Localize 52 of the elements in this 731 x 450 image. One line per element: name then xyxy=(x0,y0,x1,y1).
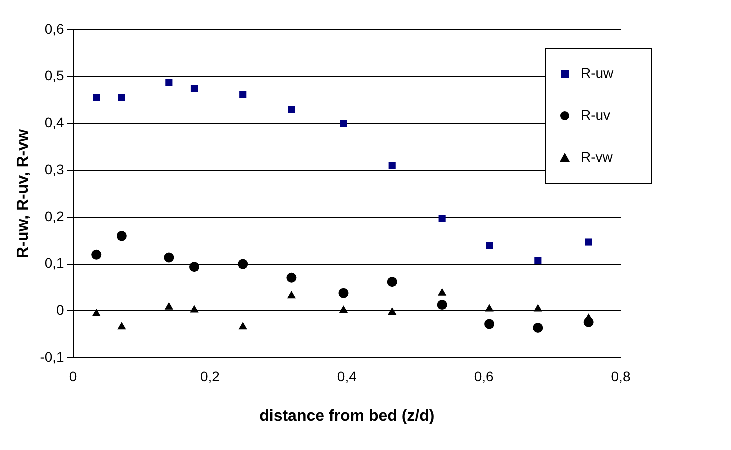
y-tick-label: 0,5 xyxy=(44,68,65,84)
point xyxy=(118,94,126,102)
y-tick-label: 0,3 xyxy=(44,161,65,178)
point xyxy=(438,288,447,296)
x-tick-label: 0,2 xyxy=(200,368,220,384)
point xyxy=(92,308,101,316)
x-tick-label: 0,6 xyxy=(474,368,494,384)
point xyxy=(486,242,494,250)
point xyxy=(339,306,348,314)
legend-label: R-vw xyxy=(581,148,614,165)
x-tick-label: 0 xyxy=(69,368,78,384)
point xyxy=(118,322,126,330)
point xyxy=(190,262,200,272)
point xyxy=(93,94,100,102)
point xyxy=(534,304,542,312)
y-tick-label: 0 xyxy=(56,302,65,318)
x-axis-title: distance from bed (z/d) xyxy=(260,408,435,425)
point xyxy=(340,120,348,128)
y-tick-label: 0,2 xyxy=(44,208,65,224)
point xyxy=(240,91,247,98)
point xyxy=(164,252,174,263)
point xyxy=(190,85,198,92)
legend-label: R-uw xyxy=(581,64,615,81)
y-tick-label: 0,1 xyxy=(44,255,65,272)
point xyxy=(533,323,544,334)
point xyxy=(437,300,448,310)
point xyxy=(286,272,297,283)
y-axis-title: R-uw, R-uv, R-vw xyxy=(15,129,32,258)
point xyxy=(116,231,127,242)
point xyxy=(190,305,199,313)
point xyxy=(288,106,296,114)
point xyxy=(388,308,397,316)
point xyxy=(484,319,495,330)
x-tick-label: 0,4 xyxy=(337,368,358,384)
point xyxy=(485,304,494,312)
point xyxy=(287,291,296,299)
y-tick-label: -0,1 xyxy=(40,348,65,365)
point xyxy=(438,215,446,222)
y-tick-label: 0,4 xyxy=(44,114,65,131)
point xyxy=(338,288,349,298)
y-tick-label: 0,6 xyxy=(44,20,65,37)
point xyxy=(388,162,396,170)
point xyxy=(585,238,592,246)
point xyxy=(92,250,102,260)
point xyxy=(387,277,398,288)
point xyxy=(238,259,248,270)
legend-label: R-uv xyxy=(581,106,611,123)
point xyxy=(164,302,174,310)
x-tick-label: 0,8 xyxy=(611,368,631,384)
point xyxy=(166,78,173,86)
point xyxy=(238,322,248,330)
point xyxy=(534,257,542,264)
